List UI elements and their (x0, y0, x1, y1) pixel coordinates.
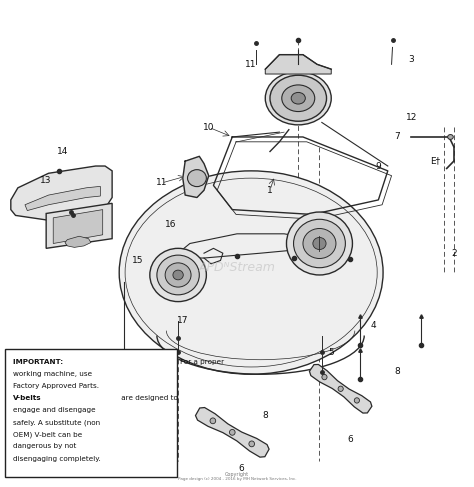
Text: dangerous by not: dangerous by not (13, 444, 76, 450)
Text: 8: 8 (394, 367, 400, 376)
Ellipse shape (265, 72, 331, 125)
Ellipse shape (354, 398, 359, 403)
Ellipse shape (286, 212, 353, 275)
Polygon shape (46, 203, 112, 248)
Text: engage and disengage: engage and disengage (13, 407, 95, 413)
Polygon shape (11, 166, 112, 220)
Text: Copyright: Copyright (225, 472, 249, 477)
Text: 17: 17 (177, 317, 189, 325)
Text: V-belts: V-belts (13, 395, 41, 401)
Text: 7: 7 (394, 132, 400, 141)
Text: 9: 9 (375, 162, 381, 170)
Ellipse shape (173, 270, 183, 280)
Ellipse shape (282, 85, 315, 112)
Ellipse shape (249, 441, 255, 447)
Ellipse shape (210, 418, 216, 424)
Text: 11: 11 (246, 60, 257, 69)
Text: safely. A substitute (non: safely. A substitute (non (13, 419, 100, 426)
Text: For a proper: For a proper (180, 359, 224, 365)
Text: E†: E† (430, 157, 440, 166)
Polygon shape (65, 236, 91, 247)
Text: 8: 8 (263, 411, 268, 420)
Ellipse shape (119, 171, 383, 374)
Ellipse shape (447, 134, 453, 139)
Text: 5: 5 (328, 348, 334, 357)
Polygon shape (310, 364, 372, 413)
Text: 15: 15 (132, 256, 144, 265)
Text: IMPORTANT:: IMPORTANT: (13, 359, 65, 365)
Text: 16: 16 (165, 220, 177, 228)
Ellipse shape (150, 248, 206, 301)
Ellipse shape (338, 386, 343, 392)
Text: 11: 11 (156, 178, 167, 187)
Text: OEM) V-belt can be: OEM) V-belt can be (13, 431, 82, 438)
Text: disengaging completely.: disengaging completely. (13, 456, 100, 462)
Text: working machine, use: working machine, use (13, 371, 92, 377)
Text: APDᴺStream: APDᴺStream (199, 261, 275, 274)
Ellipse shape (303, 228, 336, 259)
Text: 10: 10 (203, 123, 214, 132)
FancyBboxPatch shape (5, 349, 177, 477)
Text: 14: 14 (57, 147, 68, 156)
Text: 6: 6 (239, 464, 245, 473)
Polygon shape (25, 187, 100, 210)
Polygon shape (183, 156, 209, 198)
Ellipse shape (157, 255, 199, 295)
Ellipse shape (188, 169, 206, 187)
Text: 13: 13 (40, 176, 52, 185)
Text: 12: 12 (406, 113, 417, 122)
Text: Page design (c) 2004 - 2016 by MH Network Services, Inc.: Page design (c) 2004 - 2016 by MH Networ… (178, 477, 296, 481)
Text: are designed to: are designed to (119, 395, 178, 401)
Ellipse shape (229, 430, 235, 435)
Text: 2: 2 (451, 249, 456, 258)
Text: 3: 3 (409, 55, 414, 64)
Text: 4: 4 (371, 321, 376, 330)
Text: Factory Approved Parts.: Factory Approved Parts. (13, 383, 99, 389)
Polygon shape (195, 408, 269, 457)
Polygon shape (265, 55, 331, 74)
Ellipse shape (293, 219, 346, 268)
Polygon shape (53, 209, 103, 244)
Text: 6: 6 (347, 435, 353, 444)
Ellipse shape (165, 263, 191, 287)
Ellipse shape (322, 375, 327, 380)
Text: 1: 1 (267, 186, 273, 195)
Ellipse shape (313, 238, 326, 249)
Ellipse shape (291, 93, 305, 104)
Ellipse shape (270, 75, 327, 121)
